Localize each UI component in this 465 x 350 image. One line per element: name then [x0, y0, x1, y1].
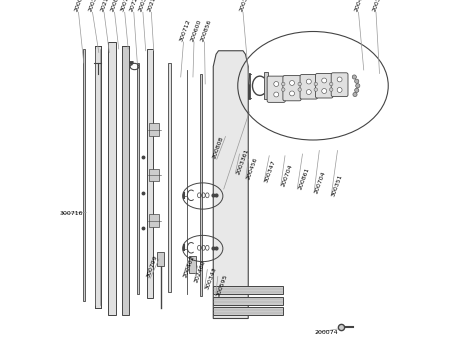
Text: 300799: 300799: [146, 254, 159, 278]
Circle shape: [274, 82, 279, 86]
Text: 200390: 200390: [138, 0, 151, 12]
Text: 300351: 300351: [331, 174, 344, 198]
Bar: [149, 214, 159, 227]
Circle shape: [314, 88, 318, 91]
Text: 200402: 200402: [183, 254, 196, 278]
FancyBboxPatch shape: [300, 75, 318, 99]
Circle shape: [353, 92, 357, 97]
Text: 2003361: 2003361: [235, 147, 249, 175]
Bar: [149, 123, 159, 136]
Bar: [137, 63, 139, 294]
Text: 202460: 202460: [194, 260, 207, 284]
Bar: [157, 252, 164, 266]
Circle shape: [314, 82, 318, 86]
FancyBboxPatch shape: [331, 73, 348, 97]
Text: 200456: 200456: [246, 156, 259, 180]
Bar: [189, 256, 196, 273]
Text: 200600: 200600: [189, 18, 202, 42]
Bar: [94, 46, 101, 308]
FancyBboxPatch shape: [267, 76, 286, 102]
Text: 200808: 200808: [212, 135, 225, 159]
Circle shape: [281, 82, 285, 86]
FancyBboxPatch shape: [315, 74, 333, 98]
Circle shape: [274, 92, 279, 97]
Bar: [149, 169, 159, 181]
Circle shape: [298, 88, 301, 91]
Text: 200862: 200862: [110, 0, 123, 12]
Bar: [213, 297, 283, 304]
Bar: [82, 49, 85, 301]
Bar: [107, 42, 116, 315]
Text: 300347: 300347: [264, 160, 277, 184]
Text: 200861: 200861: [297, 167, 310, 191]
Circle shape: [322, 78, 326, 83]
Text: 300720: 300720: [120, 0, 133, 12]
Text: 202156: 202156: [100, 0, 112, 12]
Polygon shape: [213, 51, 248, 318]
Circle shape: [355, 79, 359, 83]
Bar: [121, 46, 128, 315]
Bar: [213, 307, 283, 315]
Circle shape: [322, 89, 326, 93]
Circle shape: [352, 75, 356, 79]
Text: 200595: 200595: [216, 274, 228, 298]
Text: 300716: 300716: [59, 211, 83, 216]
Bar: [213, 286, 283, 294]
Text: 300712: 300712: [179, 18, 192, 42]
Circle shape: [290, 91, 294, 96]
Circle shape: [329, 82, 333, 86]
Circle shape: [337, 77, 342, 82]
Circle shape: [329, 88, 333, 91]
Text: 200384: 200384: [88, 0, 100, 12]
Circle shape: [306, 90, 311, 95]
Circle shape: [306, 79, 311, 84]
Text: 200383: 200383: [371, 0, 384, 12]
Circle shape: [290, 80, 294, 85]
FancyBboxPatch shape: [283, 76, 301, 101]
Text: 200498: 200498: [354, 0, 366, 12]
Text: 200856: 200856: [200, 18, 213, 42]
Text: 200363: 200363: [238, 0, 251, 12]
Bar: [147, 49, 153, 298]
Text: 200704: 200704: [281, 163, 293, 187]
Text: 200004: 200004: [74, 0, 86, 12]
Bar: [200, 74, 202, 296]
Circle shape: [355, 88, 359, 92]
Circle shape: [356, 84, 360, 88]
Circle shape: [298, 82, 301, 86]
Bar: [264, 72, 267, 99]
Text: 207285: 207285: [129, 0, 142, 12]
Circle shape: [337, 88, 342, 92]
Text: 300343: 300343: [205, 266, 217, 290]
Text: 200704: 200704: [314, 170, 327, 194]
Text: 200074: 200074: [315, 330, 339, 335]
Circle shape: [281, 88, 285, 91]
Bar: [168, 63, 171, 292]
Text: 202156: 202156: [146, 0, 159, 12]
